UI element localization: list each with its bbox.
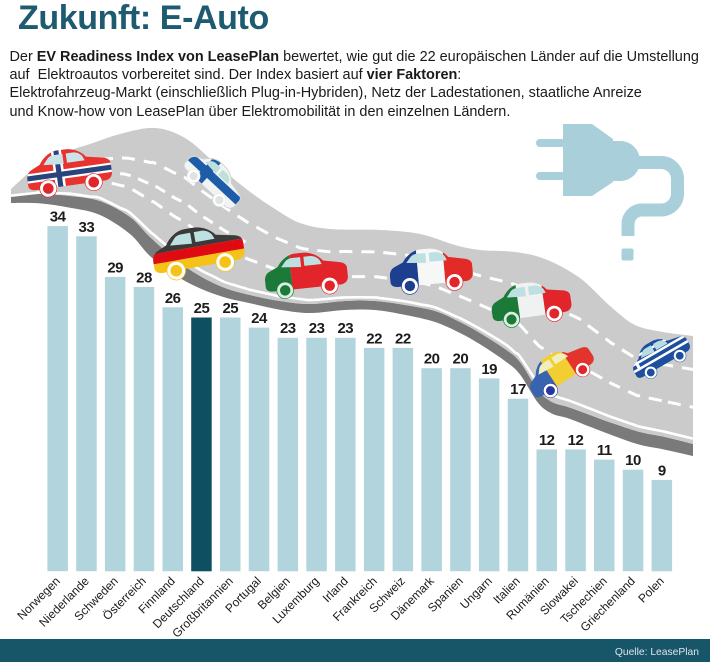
svg-text:23: 23 bbox=[337, 320, 353, 337]
svg-text:17: 17 bbox=[510, 381, 526, 398]
svg-text:12: 12 bbox=[568, 432, 584, 449]
svg-text:20: 20 bbox=[453, 351, 469, 368]
svg-text:12: 12 bbox=[539, 432, 555, 449]
svg-text:23: 23 bbox=[280, 320, 296, 337]
svg-text:25: 25 bbox=[222, 300, 238, 317]
svg-text:24: 24 bbox=[251, 310, 268, 327]
svg-text:28: 28 bbox=[136, 270, 152, 287]
svg-text:11: 11 bbox=[597, 442, 612, 459]
svg-text:22: 22 bbox=[395, 330, 411, 347]
svg-text:10: 10 bbox=[625, 452, 641, 469]
svg-text:34: 34 bbox=[50, 209, 67, 226]
svg-text:29: 29 bbox=[107, 259, 123, 276]
svg-text:33: 33 bbox=[79, 219, 95, 236]
svg-text:26: 26 bbox=[165, 290, 181, 307]
svg-text:25: 25 bbox=[194, 300, 210, 317]
svg-text:19: 19 bbox=[481, 361, 497, 378]
svg-text:20: 20 bbox=[424, 351, 440, 368]
svg-text:22: 22 bbox=[366, 330, 382, 347]
svg-text:9: 9 bbox=[658, 462, 666, 479]
svg-text:23: 23 bbox=[309, 320, 325, 337]
